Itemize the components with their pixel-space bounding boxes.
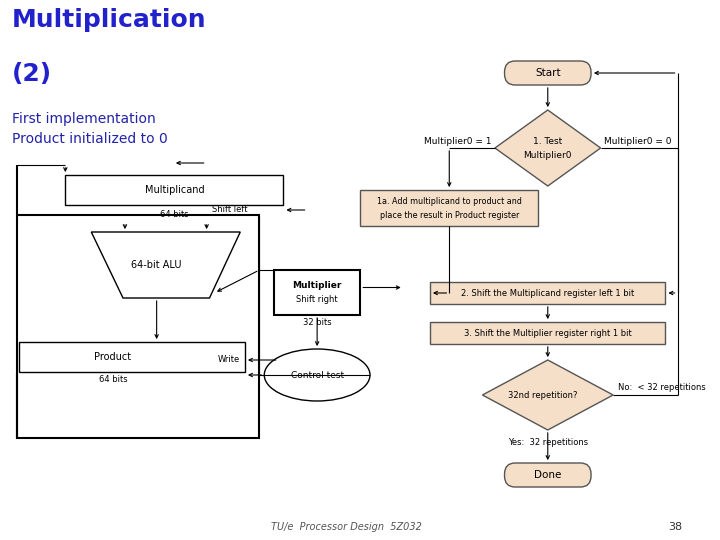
Text: 64-bit ALU: 64-bit ALU (131, 260, 182, 270)
Text: Control test: Control test (291, 370, 343, 380)
Text: Product initialized to 0: Product initialized to 0 (12, 132, 167, 146)
FancyBboxPatch shape (274, 270, 361, 315)
Text: Multiplier0 = 1: Multiplier0 = 1 (423, 138, 491, 146)
Text: Multiplier: Multiplier (292, 281, 342, 291)
Text: 2. Shift the Multiplicand register left 1 bit: 2. Shift the Multiplicand register left … (461, 288, 634, 298)
FancyBboxPatch shape (505, 463, 591, 487)
Text: Multiplication: Multiplication (12, 8, 206, 32)
Text: First implementation: First implementation (12, 112, 156, 126)
Text: Multiplier0 = 0: Multiplier0 = 0 (605, 138, 672, 146)
Polygon shape (91, 232, 240, 298)
FancyBboxPatch shape (430, 282, 665, 304)
Text: No:  < 32 repetitions: No: < 32 repetitions (618, 382, 706, 392)
Text: Start: Start (535, 68, 561, 78)
Text: Shift right: Shift right (297, 295, 338, 305)
FancyBboxPatch shape (19, 342, 245, 372)
Text: 64 bits: 64 bits (160, 210, 189, 219)
FancyBboxPatch shape (361, 190, 538, 226)
Text: 38: 38 (668, 522, 683, 532)
Text: (2): (2) (12, 62, 52, 86)
Text: 1a. Add multiplicand to product and: 1a. Add multiplicand to product and (377, 198, 522, 206)
Text: 32 bits: 32 bits (303, 318, 331, 327)
Text: place the result in Product register: place the result in Product register (379, 212, 519, 220)
FancyBboxPatch shape (66, 175, 284, 205)
FancyBboxPatch shape (505, 61, 591, 85)
Text: TU/e  Processor Design  5Z032: TU/e Processor Design 5Z032 (271, 522, 421, 532)
FancyBboxPatch shape (17, 215, 259, 438)
Text: Multiplier0: Multiplier0 (523, 151, 572, 159)
Text: Yes:  32 repetitions: Yes: 32 repetitions (508, 438, 588, 447)
FancyBboxPatch shape (430, 322, 665, 344)
Text: 3. Shift the Multiplier register right 1 bit: 3. Shift the Multiplier register right 1… (464, 328, 631, 338)
Text: Multiplicand: Multiplicand (145, 185, 204, 195)
Text: 32nd repetition?: 32nd repetition? (508, 390, 577, 400)
Polygon shape (495, 110, 600, 186)
Text: 1. Test: 1. Test (533, 137, 562, 145)
Text: 64 bits: 64 bits (99, 375, 127, 384)
Text: Shift left: Shift left (212, 206, 248, 214)
Ellipse shape (264, 349, 370, 401)
Polygon shape (482, 360, 613, 430)
Text: Product: Product (94, 352, 132, 362)
Text: Write: Write (217, 355, 240, 364)
Text: Done: Done (534, 470, 562, 480)
